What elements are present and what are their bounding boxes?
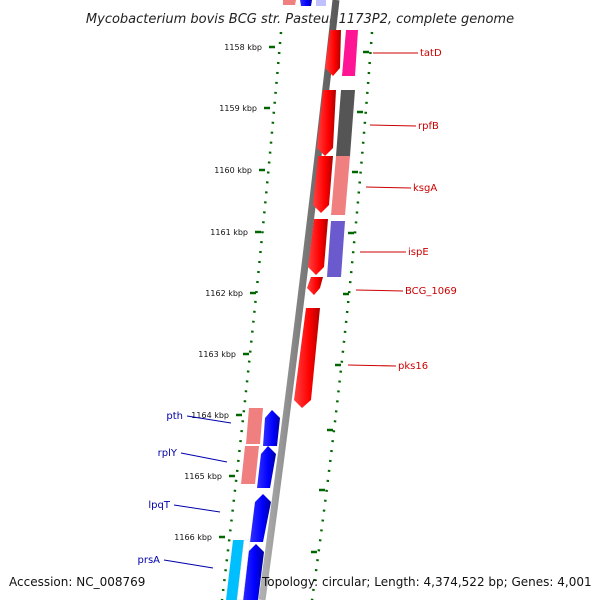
cog-segment bbox=[342, 30, 358, 76]
cds-feature bbox=[313, 156, 333, 213]
right-gene-labels: tatD rpfB ksgA ispE BCG_1069 pks16 bbox=[347, 48, 457, 372]
label-leader-line bbox=[173, 504, 221, 513]
kbp-tick-label: 1166 kbp bbox=[174, 533, 212, 542]
cog-ring-reverse bbox=[226, 408, 263, 600]
cds-feature bbox=[307, 277, 323, 295]
genome-backbone bbox=[258, 0, 340, 600]
kbp-tick-label: 1159 kbp bbox=[219, 104, 257, 113]
cds-feature bbox=[300, 0, 312, 6]
label-leader-line bbox=[369, 124, 417, 127]
map-title: Mycobacterium bovis BCG str. Pasteur 117… bbox=[86, 12, 514, 27]
label-leader-line bbox=[180, 452, 228, 463]
label-leader-line bbox=[355, 289, 404, 292]
left-gene-labels: pth rplY lpqT prsA bbox=[137, 411, 232, 569]
gene-label-ksga[interactable]: ksgA bbox=[413, 183, 437, 194]
cog-segment bbox=[226, 540, 244, 600]
cds-feature bbox=[308, 219, 328, 275]
cog-segment bbox=[246, 408, 263, 444]
cog-segment bbox=[331, 156, 350, 215]
cds-feature bbox=[294, 308, 320, 408]
label-leader-line bbox=[365, 186, 412, 189]
kbp-ticks: 1158 kbp 1159 kbp 1160 kbp 1161 kbp 1162 kbp… bbox=[174, 43, 369, 554]
gene-label-prsa[interactable]: prsA bbox=[137, 555, 160, 566]
label-leader-line bbox=[163, 559, 214, 569]
kbp-tick-label: 1165 kbp bbox=[184, 472, 222, 481]
cds-feature bbox=[263, 410, 280, 446]
kbp-tick-label: 1163 kbp bbox=[198, 350, 236, 359]
label-leader-line bbox=[186, 415, 232, 424]
gene-label-lpqt[interactable]: lpqT bbox=[148, 500, 170, 511]
cog-segment bbox=[241, 446, 259, 484]
kbp-tick-label: 1160 kbp bbox=[214, 166, 252, 175]
cds-feature bbox=[325, 30, 341, 76]
kbp-tick-label: 1162 kbp bbox=[205, 289, 243, 298]
kbp-tick-label: 1158 kbp bbox=[224, 43, 262, 52]
cog-segment bbox=[336, 90, 355, 156]
accession-label: Accession: NC_008769 bbox=[9, 575, 145, 589]
cds-feature bbox=[257, 446, 276, 488]
cog-ring-forward bbox=[283, 0, 358, 277]
genome-summary: Topology: circular; Length: 4,374,522 bp… bbox=[261, 575, 592, 589]
gene-label-bcg_1069[interactable]: BCG_1069 bbox=[405, 286, 457, 297]
cds-feature bbox=[250, 494, 271, 542]
gene-label-tatd[interactable]: tatD bbox=[420, 48, 442, 59]
cog-segment bbox=[316, 0, 326, 6]
kbp-tick-label: 1161 kbp bbox=[210, 228, 248, 237]
forward-cds-features bbox=[294, 30, 341, 408]
label-leader-line bbox=[347, 364, 397, 367]
cog-segment bbox=[283, 0, 296, 5]
gene-label-rply[interactable]: rplY bbox=[158, 448, 178, 459]
cog-segment bbox=[327, 221, 345, 277]
reverse-cds-features bbox=[241, 410, 280, 600]
kbp-tick-label: 1164 kbp bbox=[191, 411, 229, 420]
gene-label-rpfb[interactable]: rpfB bbox=[418, 121, 439, 132]
cds-feature bbox=[317, 90, 336, 156]
gene-label-ispe[interactable]: ispE bbox=[408, 247, 429, 258]
cds-feature bbox=[241, 544, 264, 600]
gene-label-pks16[interactable]: pks16 bbox=[398, 361, 428, 372]
cog-segment bbox=[236, 539, 251, 600]
gene-label-pth[interactable]: pth bbox=[166, 411, 183, 422]
